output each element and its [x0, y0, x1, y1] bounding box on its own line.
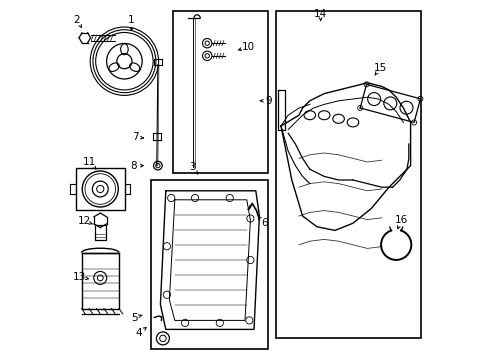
Text: 4: 4: [136, 328, 142, 338]
Text: 12: 12: [78, 216, 92, 226]
Bar: [151, 180, 269, 349]
Text: 13: 13: [73, 272, 86, 282]
Bar: [275, 11, 421, 338]
Text: 1: 1: [128, 15, 135, 25]
Bar: [81, 253, 119, 309]
Text: 8: 8: [130, 161, 137, 171]
Bar: [173, 11, 269, 173]
Text: 9: 9: [266, 96, 272, 106]
Text: 11: 11: [83, 157, 96, 167]
Text: 15: 15: [373, 63, 387, 73]
Text: 10: 10: [242, 42, 255, 52]
Bar: [76, 168, 125, 210]
Text: 6: 6: [262, 218, 268, 228]
Bar: [95, 225, 106, 240]
Text: 16: 16: [395, 215, 408, 225]
Text: 2: 2: [73, 15, 80, 25]
Text: 14: 14: [314, 9, 327, 19]
Text: 3: 3: [190, 162, 196, 172]
Text: 5: 5: [131, 312, 138, 323]
Text: 7: 7: [132, 132, 139, 142]
